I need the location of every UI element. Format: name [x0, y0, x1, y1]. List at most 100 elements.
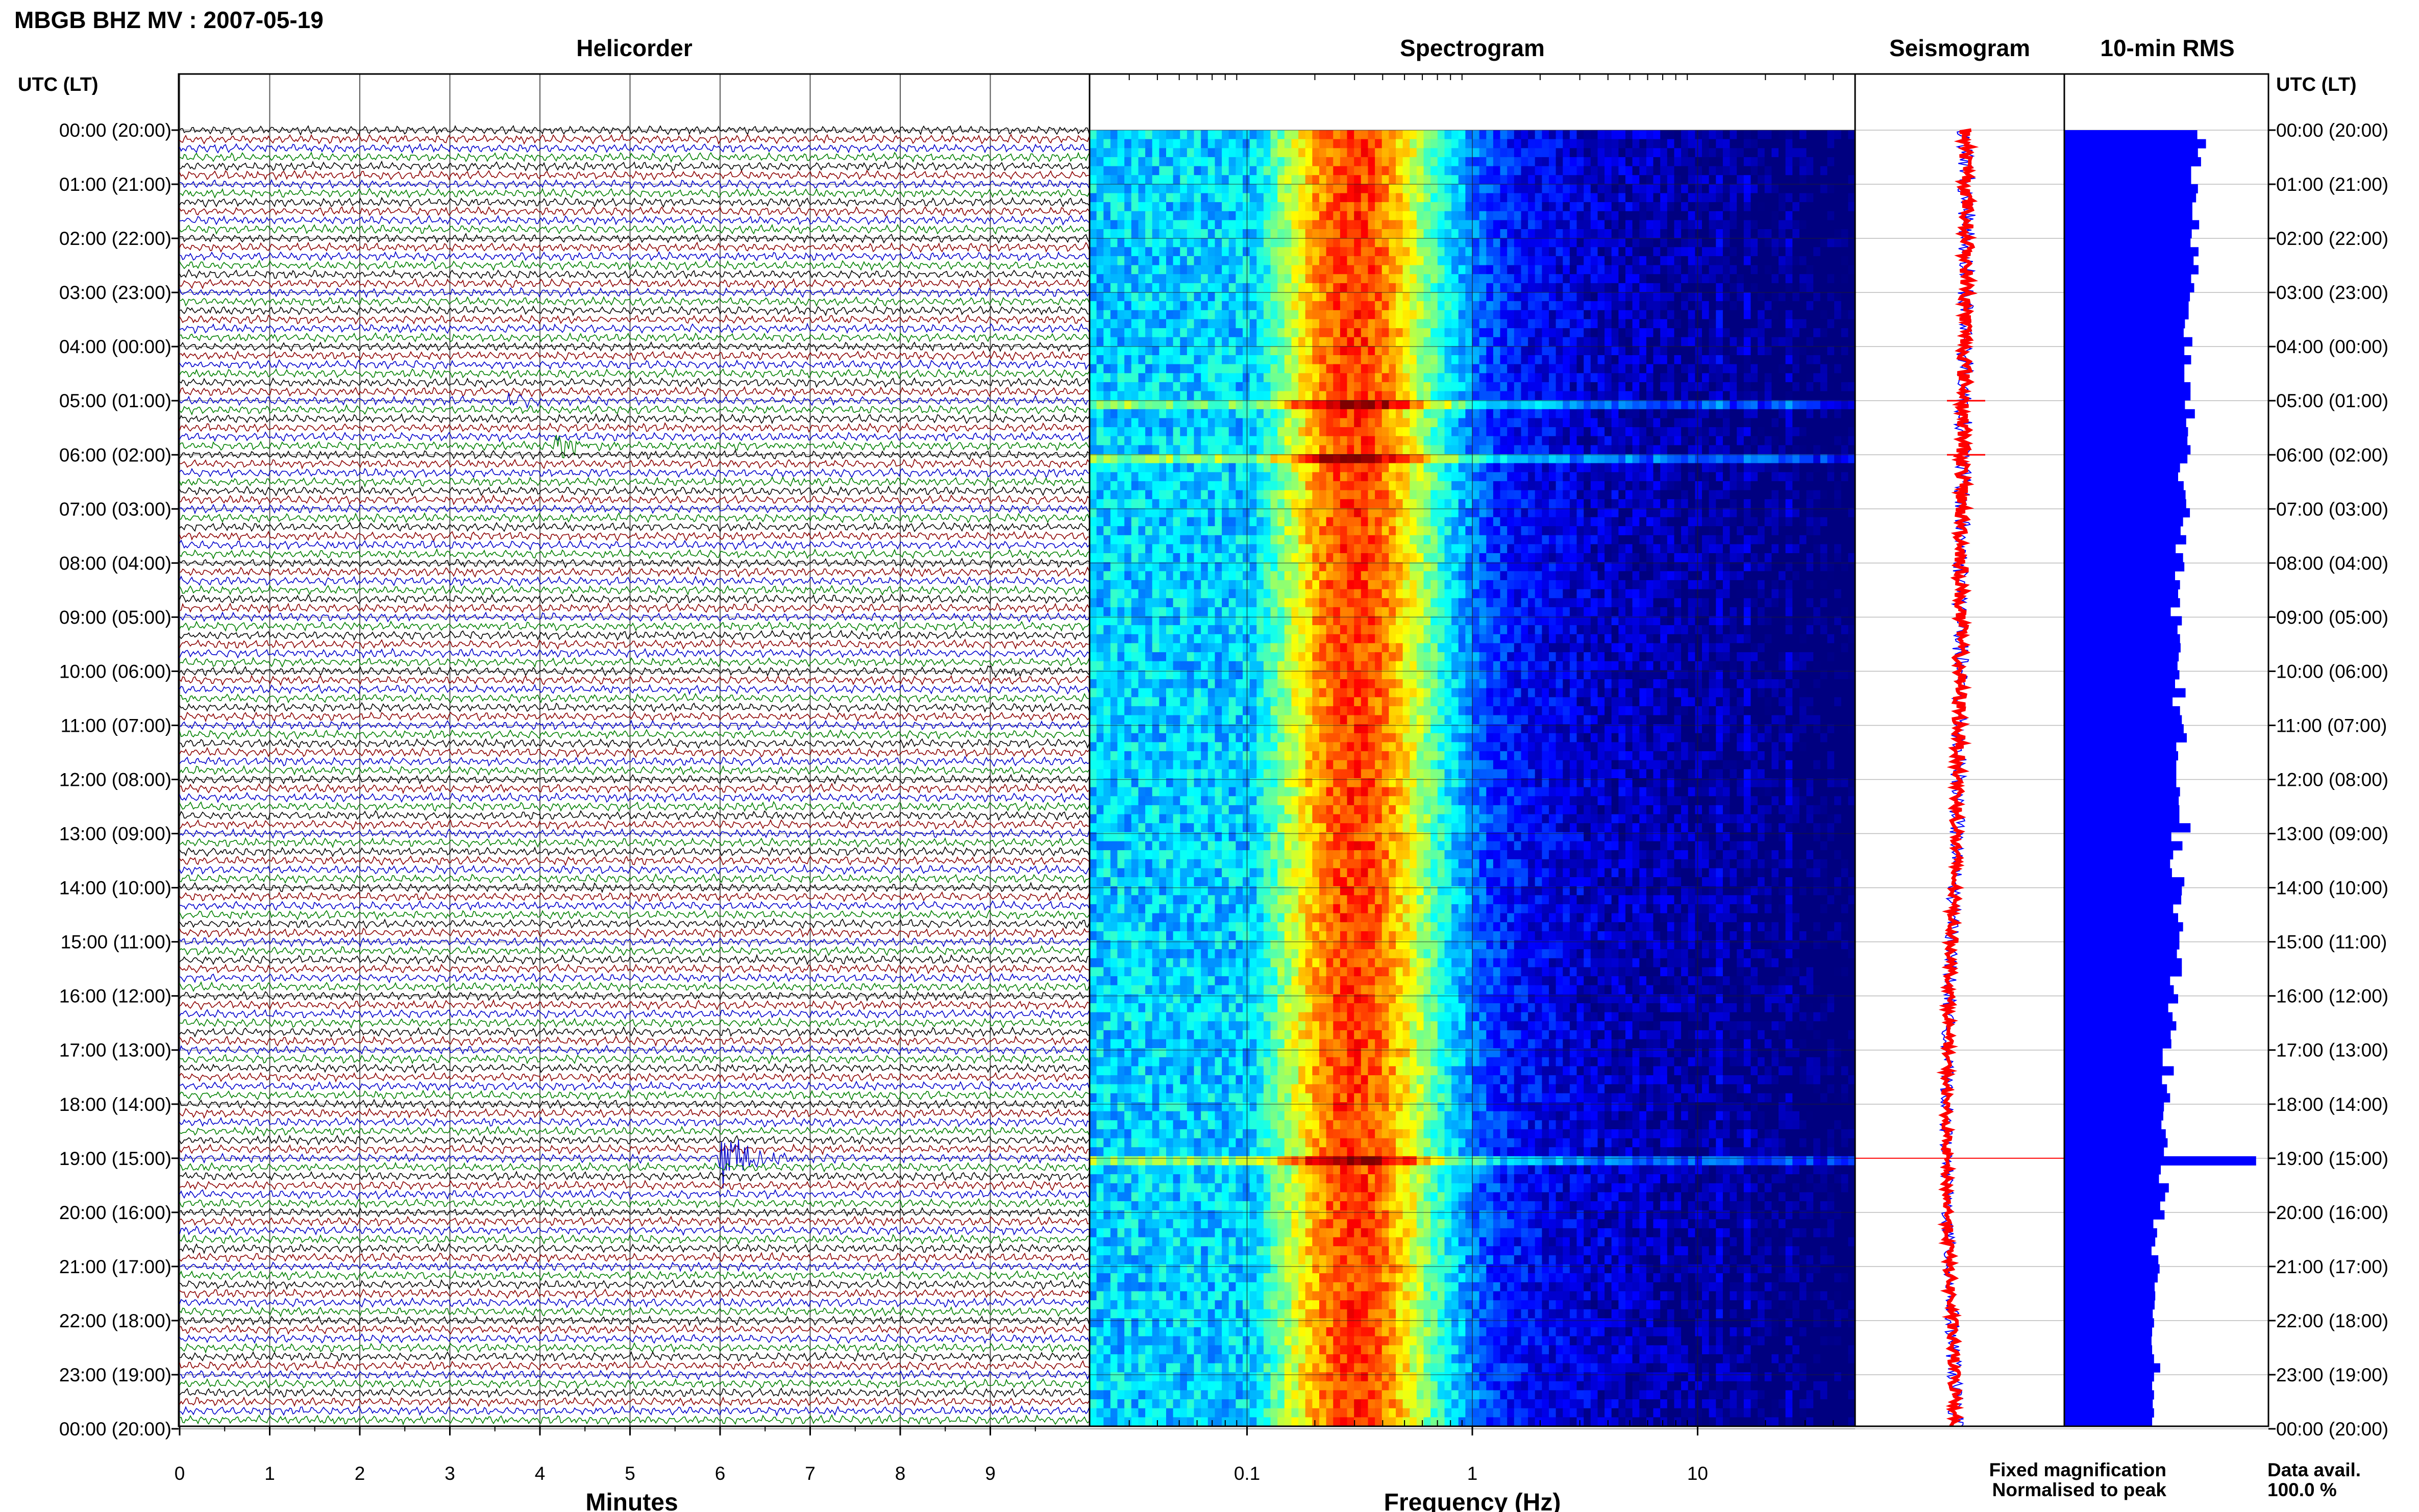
spectrogram-cell	[1507, 481, 1515, 491]
spectrogram-cell	[1465, 211, 1473, 221]
spectrogram-cell	[1827, 247, 1835, 257]
spectrogram-cell	[1298, 337, 1306, 347]
spectrogram-cell	[1444, 148, 1452, 158]
spectrogram-cell	[1681, 184, 1689, 194]
spectrogram-cell	[1660, 175, 1668, 185]
spectrogram-cell	[1681, 301, 1689, 311]
spectrogram-cell	[1764, 229, 1772, 239]
spectrogram-cell	[1472, 364, 1480, 374]
spectrogram-cell	[1410, 382, 1417, 392]
spectrogram-cell	[1173, 427, 1180, 437]
spectrogram-cell	[1430, 292, 1438, 302]
spectrogram-cell	[1584, 490, 1591, 500]
spectrogram-cell	[1159, 427, 1167, 437]
spectrogram-cell	[1813, 328, 1821, 338]
spectrogram-cell	[1090, 283, 1097, 293]
spectrogram-cell	[1722, 175, 1731, 185]
spectrogram-cell	[1569, 130, 1577, 140]
spectrogram-cell	[1152, 292, 1160, 302]
spectrogram-cell	[1194, 409, 1201, 419]
spectrogram-cell	[1535, 337, 1543, 347]
spectrogram-cell	[1514, 283, 1522, 293]
spectrogram-cell	[1799, 283, 1807, 293]
spectrogram-cell	[1416, 292, 1424, 302]
helicorder-trace	[179, 981, 1090, 993]
helicorder-traces	[179, 125, 1090, 1426]
spectrogram-cell	[1848, 229, 1855, 239]
spectrogram-cell	[1340, 373, 1348, 383]
spectrogram-cell	[1312, 130, 1320, 140]
spectrogram-cell	[1820, 328, 1828, 338]
spectrogram-cell	[1354, 481, 1362, 491]
spectrogram-cell	[1563, 184, 1570, 194]
spectrogram-cell	[1444, 328, 1452, 338]
helicorder-trace	[179, 638, 1090, 650]
spectrogram-cell	[1799, 229, 1807, 239]
spectrogram-cell	[1493, 157, 1501, 167]
spectrogram-cell	[1263, 472, 1271, 482]
spectrogram-cell	[1444, 211, 1452, 221]
spectrogram-cell	[1166, 166, 1174, 176]
spectrogram-cell	[1702, 139, 1710, 148]
spectrogram-cell	[1187, 418, 1195, 428]
spectrogram-cell	[1236, 157, 1243, 167]
spectrogram-cell	[1750, 130, 1758, 140]
helicorder-trace	[179, 512, 1090, 524]
spectrogram-cell	[1340, 490, 1348, 500]
spectrogram-cell	[1799, 391, 1807, 401]
spectrogram-cell	[1486, 427, 1494, 437]
spectrogram-cell	[1194, 418, 1201, 428]
spectrogram-cell	[1806, 328, 1814, 338]
spectrogram-cell	[1632, 373, 1640, 383]
spectrogram-cell	[1542, 355, 1549, 365]
spectrogram-cell	[1340, 346, 1348, 356]
spectrogram-cell	[1479, 193, 1487, 203]
spectrogram-cell	[1277, 463, 1285, 473]
spectrogram-cell	[1402, 310, 1410, 320]
spectrogram-cell	[1758, 292, 1765, 302]
spectrogram-cell	[1340, 472, 1348, 482]
spectrogram-cell	[1702, 427, 1710, 437]
spectrogram-cell	[1542, 202, 1549, 212]
spectrogram-cell	[1681, 445, 1689, 455]
spectrogram-cell	[1848, 328, 1855, 338]
spectrogram-cell	[1131, 319, 1139, 329]
spectrogram-cell	[1528, 472, 1536, 482]
spectrogram-cell	[1117, 328, 1125, 338]
spectrogram-cell	[1396, 454, 1403, 464]
spectrogram-cell	[1563, 472, 1570, 482]
spectrogram-cell	[1340, 238, 1348, 248]
spectrogram-cell	[1702, 184, 1710, 194]
spectrogram-cell	[1465, 229, 1473, 239]
spectrogram-cell	[1096, 256, 1104, 266]
spectrogram-cell	[1333, 328, 1341, 338]
spectrogram-cell	[1688, 409, 1696, 419]
helicorder-trace	[179, 1054, 1090, 1065]
spectrogram-cell	[1535, 193, 1543, 203]
spectrogram-cell	[1326, 157, 1334, 167]
spectrogram-cell	[1249, 301, 1257, 311]
spectrogram-cell	[1284, 391, 1292, 401]
spectrogram-cell	[1646, 220, 1654, 230]
spectrogram-cell	[1771, 391, 1779, 401]
spectrogram-cell	[1750, 418, 1758, 428]
spectrogram-cell	[1396, 184, 1403, 194]
spectrogram-cell	[1375, 481, 1383, 491]
spectrogram-cell	[1228, 184, 1237, 194]
spectrogram-cell	[1145, 283, 1153, 293]
spectrogram-cell	[1396, 310, 1403, 320]
spectrogram-cell	[1243, 490, 1250, 500]
spectrogram-cell	[1305, 220, 1313, 230]
spectrogram-cell	[1458, 229, 1466, 239]
spectrogram-cell	[1779, 130, 1786, 140]
spectrogram-cell	[1228, 490, 1237, 500]
spectrogram-cell	[1410, 319, 1417, 329]
spectrogram-cell	[1166, 310, 1174, 320]
spectrogram-cell	[1820, 373, 1828, 383]
spectrogram-cell	[1660, 238, 1668, 248]
spectrogram-cell	[1618, 175, 1626, 185]
spectrogram-cell	[1695, 319, 1702, 329]
spectrogram-cell	[1381, 175, 1390, 185]
spectrogram-cell	[1493, 211, 1501, 221]
spectrogram-cell	[1625, 166, 1633, 176]
